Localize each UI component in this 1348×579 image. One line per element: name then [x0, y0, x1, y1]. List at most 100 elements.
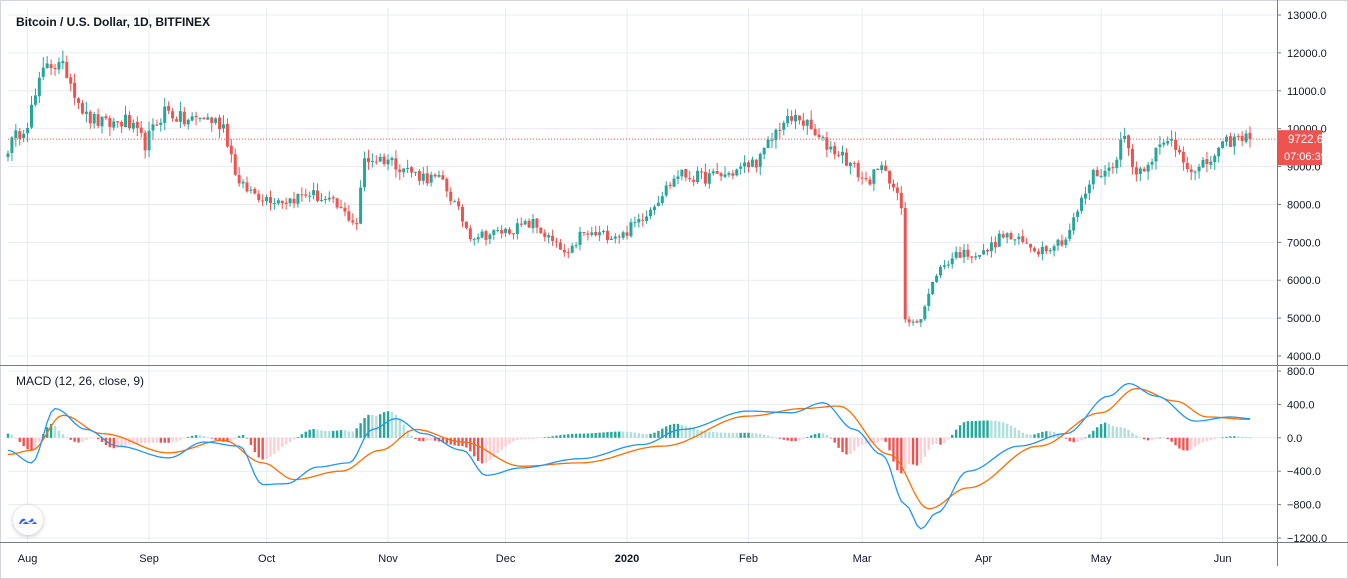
- histogram-bar: [520, 437, 523, 440]
- candle-body: [410, 167, 414, 173]
- histogram-bar: [1158, 437, 1162, 439]
- histogram-bar: [1072, 437, 1075, 443]
- histogram-bar: [641, 433, 644, 438]
- histogram-bar: [335, 430, 339, 438]
- candle: [163, 98, 167, 131]
- histogram-bar: [1041, 431, 1044, 438]
- histogram-bar: [261, 437, 264, 460]
- candle-body: [829, 146, 833, 150]
- candle-body: [245, 182, 249, 192]
- candle-body: [707, 173, 711, 184]
- candle-body: [954, 251, 958, 258]
- candle-body: [617, 236, 621, 238]
- histogram-bar: [931, 437, 934, 445]
- candle: [1048, 248, 1052, 254]
- candle-body: [323, 198, 327, 200]
- candle: [343, 202, 347, 217]
- candle: [1072, 212, 1076, 235]
- histogram-bar: [112, 437, 115, 449]
- candle-body: [652, 206, 656, 211]
- candle-body: [774, 129, 778, 141]
- candle-body: [139, 127, 143, 133]
- time-tick-label: Jun: [1214, 553, 1232, 565]
- candle: [45, 56, 49, 69]
- candle-body: [551, 235, 555, 241]
- candle-body: [837, 154, 841, 156]
- histogram-bar: [281, 437, 284, 448]
- candle-body: [590, 232, 594, 235]
- candle-body: [339, 206, 343, 209]
- histogram-bar: [1139, 437, 1142, 438]
- candle: [500, 225, 504, 239]
- histogram-bar: [868, 437, 872, 444]
- candle: [296, 193, 300, 208]
- histogram-bar: [786, 437, 789, 441]
- histogram-bar: [1190, 437, 1193, 450]
- histogram-bar: [696, 429, 699, 438]
- histogram-bar: [1131, 432, 1134, 438]
- candle: [1076, 209, 1080, 222]
- candle: [57, 57, 61, 74]
- candle-body: [300, 194, 304, 196]
- candle: [417, 169, 421, 186]
- histogram-bar: [715, 432, 719, 438]
- histogram-bar: [523, 437, 527, 440]
- candle: [124, 105, 128, 128]
- candle: [257, 190, 261, 203]
- histogram-bar: [982, 420, 985, 438]
- candle: [1170, 130, 1174, 147]
- price-tick-label: 11000.0: [1287, 86, 1326, 98]
- candle: [523, 219, 527, 226]
- candle-body: [190, 116, 194, 121]
- candle-body: [1068, 229, 1072, 239]
- candle-body: [433, 174, 437, 177]
- histogram-bar: [794, 437, 797, 442]
- candle-body: [1123, 135, 1127, 140]
- candle-body: [668, 184, 672, 187]
- candle-body: [931, 281, 935, 295]
- candle-body: [386, 159, 390, 165]
- candle: [609, 235, 613, 241]
- candle-body: [1146, 164, 1150, 172]
- macd-indicator-label[interactable]: MACD (12, 26, close, 9): [16, 374, 145, 388]
- price-tick-label: 4000.0: [1287, 351, 1321, 363]
- histogram-bar: [1068, 437, 1071, 442]
- candle: [269, 190, 273, 211]
- price-tick-label: 13000.0: [1287, 10, 1327, 22]
- candle-body: [574, 245, 578, 247]
- candle: [480, 229, 484, 239]
- candle-body: [30, 104, 34, 128]
- histogram-bar: [735, 432, 738, 438]
- histogram-bar: [951, 434, 954, 438]
- candle: [1068, 223, 1072, 242]
- histogram-bar: [990, 420, 993, 438]
- candle-body: [766, 139, 770, 149]
- candle-body: [1060, 240, 1064, 246]
- candle: [374, 155, 378, 165]
- candle: [986, 248, 989, 256]
- candle-body: [37, 77, 41, 97]
- candle-body: [14, 130, 18, 139]
- candle: [1221, 140, 1225, 149]
- histogram-bar: [543, 437, 546, 439]
- histogram-bar: [433, 437, 437, 441]
- candle-body: [382, 156, 386, 165]
- candle-body: [582, 232, 586, 234]
- candle: [190, 112, 194, 122]
- candle: [747, 160, 751, 173]
- macd-line: [7, 382, 1251, 530]
- histogram-bar: [829, 437, 832, 439]
- candle: [790, 110, 794, 125]
- candle: [797, 115, 801, 125]
- tradingview-logo-icon[interactable]: [13, 505, 43, 535]
- candle-body: [735, 169, 739, 176]
- candle: [1111, 162, 1115, 174]
- histogram-bar: [923, 437, 927, 457]
- candle-body: [425, 173, 429, 184]
- candle: [1025, 237, 1029, 244]
- candle-body: [33, 95, 37, 105]
- histogram-bar: [316, 429, 319, 438]
- candle-body: [261, 200, 265, 202]
- candle: [14, 123, 18, 147]
